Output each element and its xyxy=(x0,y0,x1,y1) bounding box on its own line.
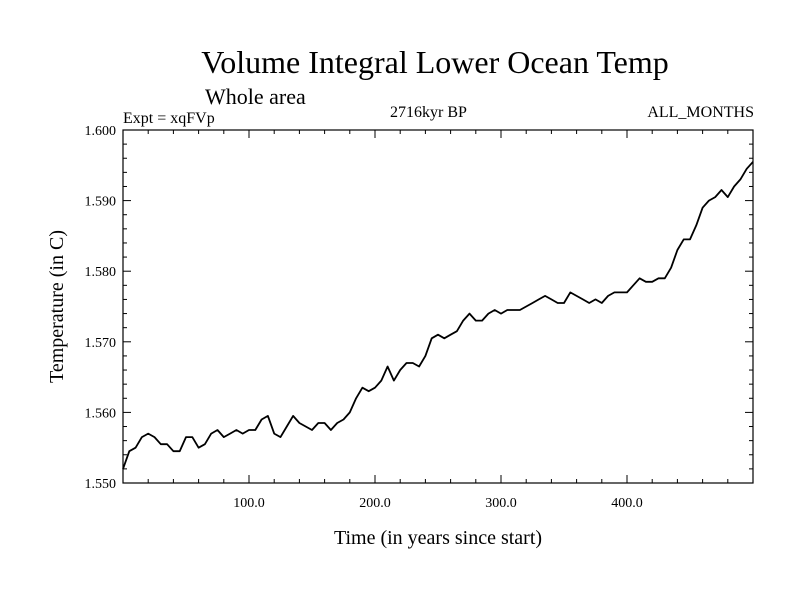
x-tick-label: 400.0 xyxy=(611,496,643,511)
y-tick-label: 1.600 xyxy=(85,124,117,139)
x-tick-label: 200.0 xyxy=(359,496,391,511)
y-tick-label: 1.580 xyxy=(85,265,117,280)
chart-subtitle: Whole area xyxy=(205,84,306,109)
months-label: ALL_MONTHS xyxy=(647,104,754,121)
series-line xyxy=(122,161,754,470)
period-label: 2716kyr BP xyxy=(390,104,467,121)
y-tick-label: 1.590 xyxy=(85,195,117,210)
x-tick-label: 100.0 xyxy=(233,496,265,511)
x-tick-label: 300.0 xyxy=(485,496,517,511)
x-axis-label: Time (in years since start) xyxy=(334,527,542,549)
plot-area-frame xyxy=(122,129,754,484)
x-axis-ticks: 100.0 200.0 300.0 400.0 xyxy=(147,130,729,511)
y-tick-label: 1.560 xyxy=(85,406,117,421)
chart-title: Volume Integral Lower Ocean Temp xyxy=(201,44,669,80)
y-tick-label: 1.550 xyxy=(85,477,117,492)
y-axis-ticks: 1.550 1.560 1.570 1.580 1.590 1.600 xyxy=(85,124,753,492)
y-axis-label: Temperature (in C) xyxy=(46,230,68,383)
experiment-label: Expt = xqFVp xyxy=(123,110,215,127)
y-tick-label: 1.570 xyxy=(85,336,117,351)
